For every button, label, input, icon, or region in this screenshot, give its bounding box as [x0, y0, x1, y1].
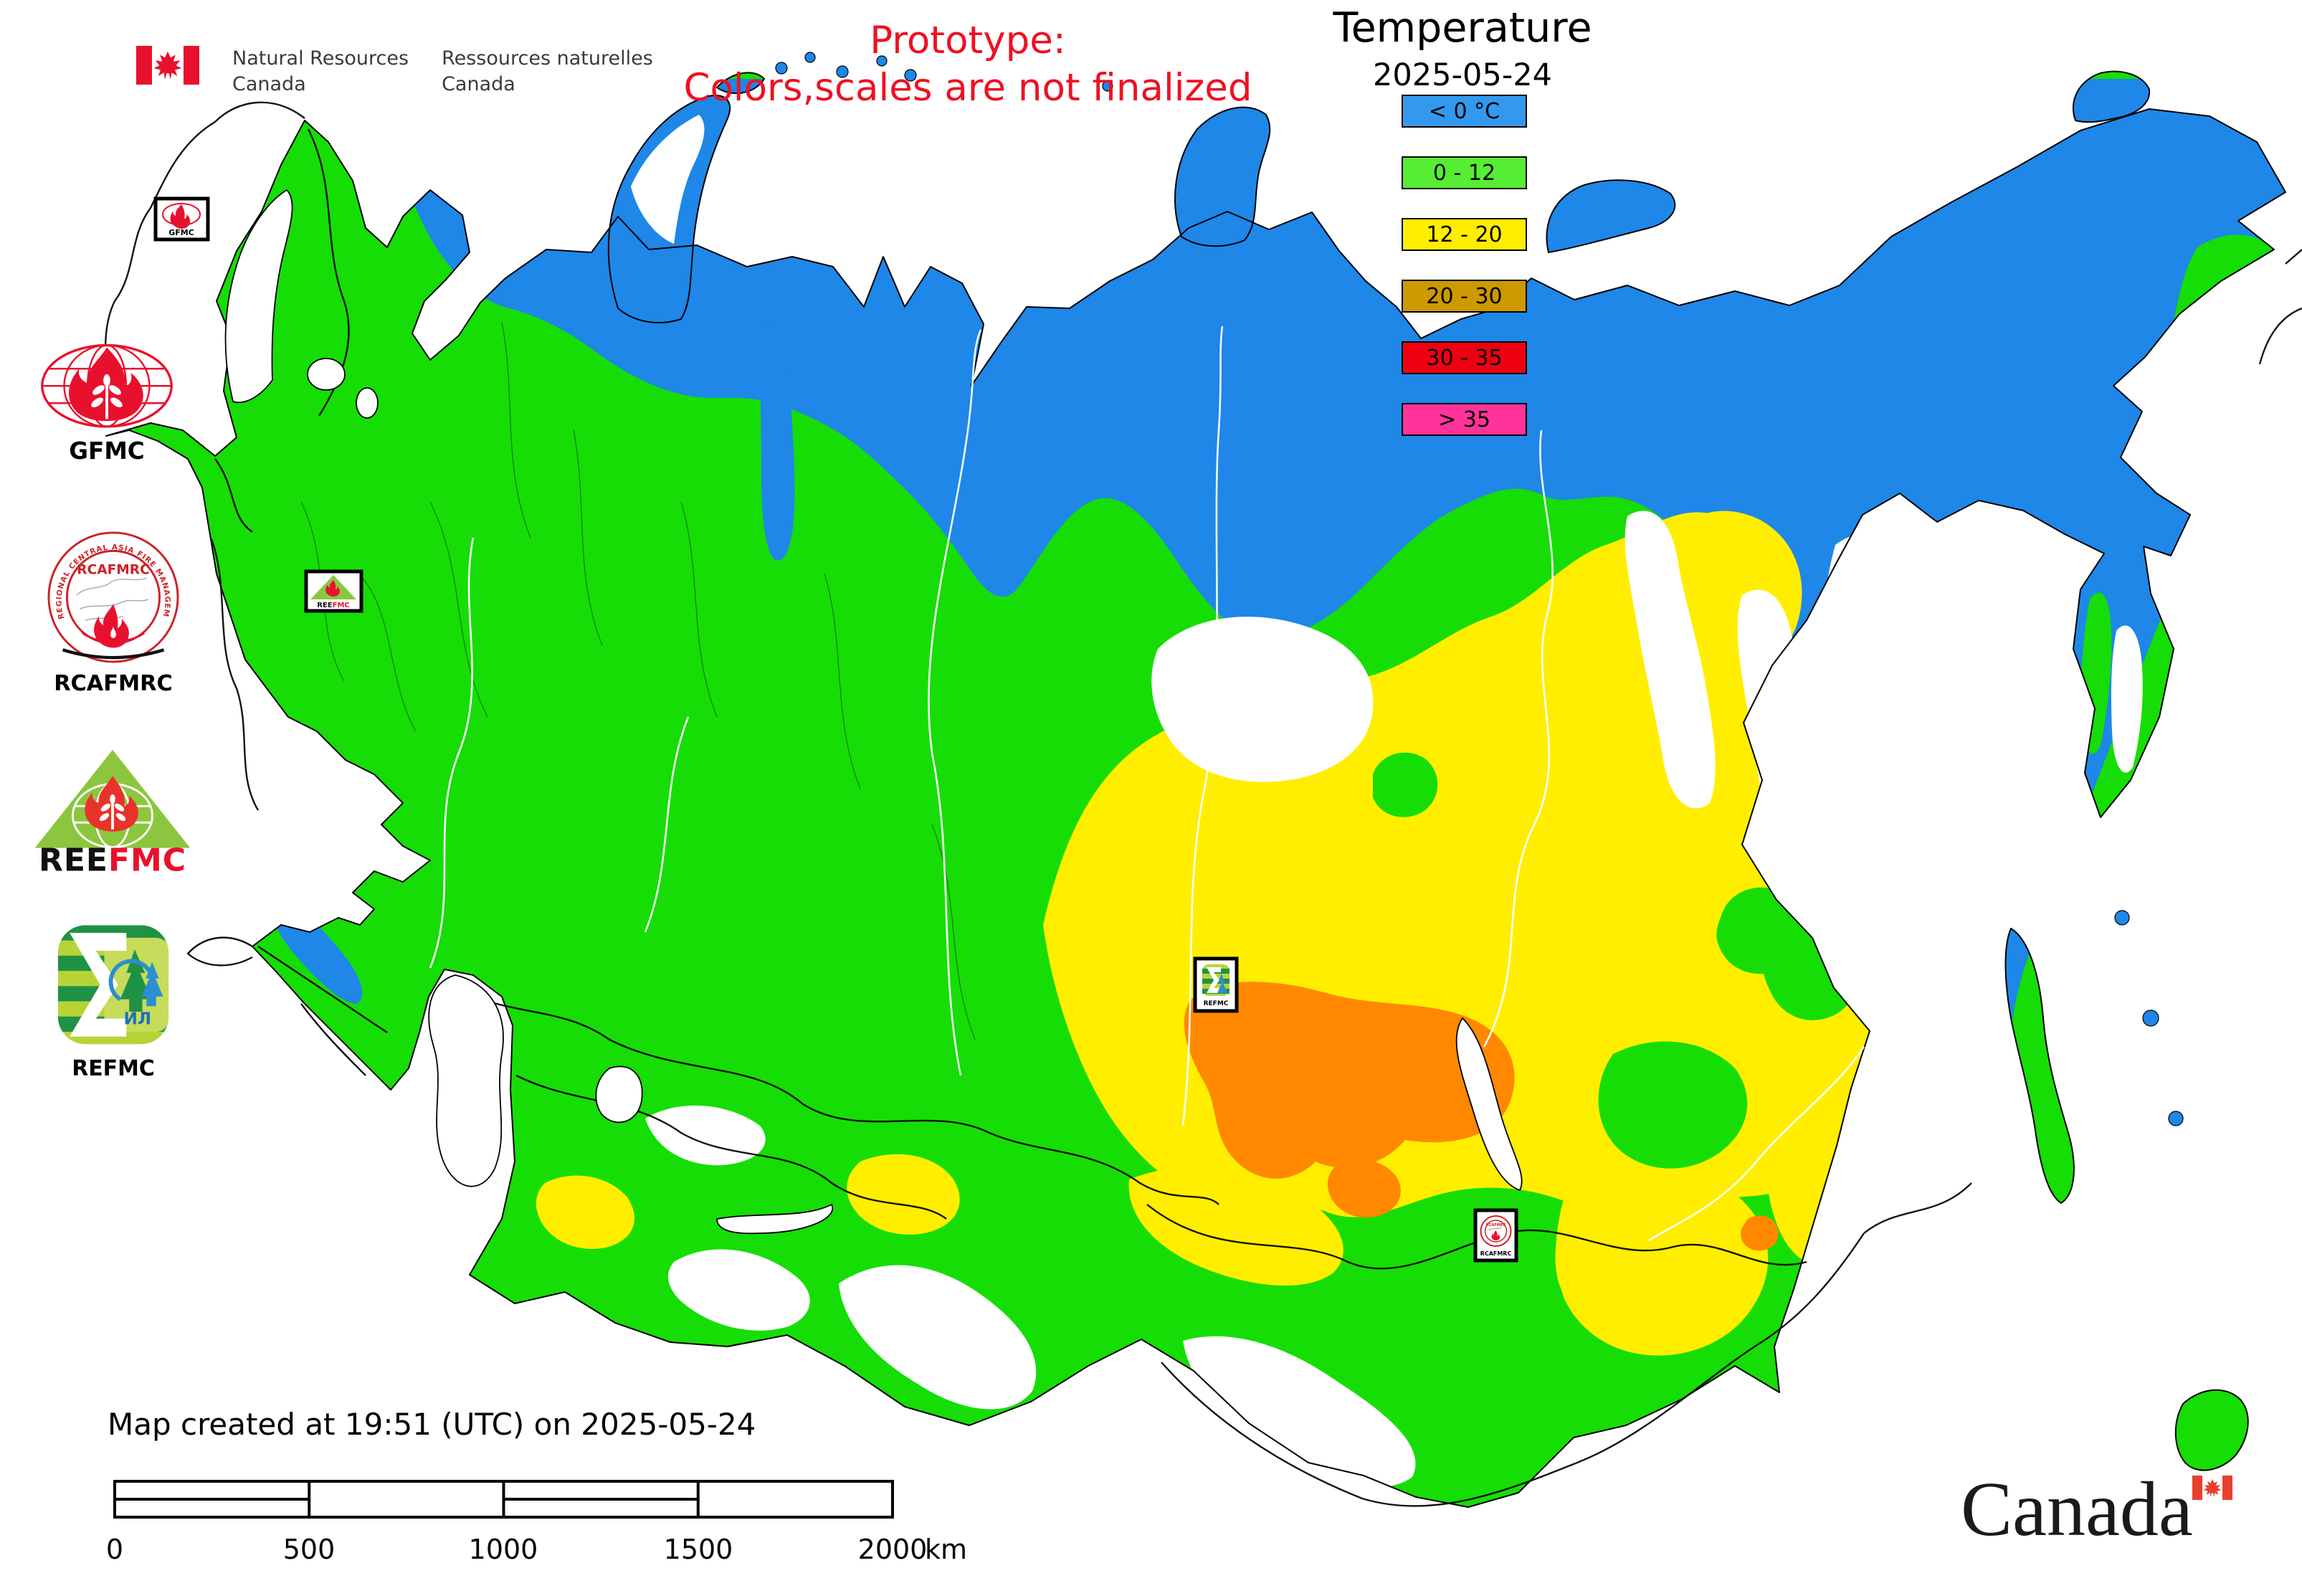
reefmc-label: REEFMC — [39, 842, 186, 875]
nrcan-en-line1: Natural Resources — [232, 47, 409, 70]
svg-text:RCAFMRC: RCAFMRC — [1486, 1223, 1506, 1227]
map-marker-refmc: REFMC — [1193, 956, 1239, 1013]
region-below-0 — [330, 79, 2286, 1237]
caspian-sea — [428, 974, 504, 1187]
rivers — [429, 326, 1865, 1242]
legend-title: Temperature — [1333, 4, 1592, 52]
green-kolyma — [1852, 759, 1995, 964]
svg-text:GFMC: GFMC — [168, 228, 194, 237]
flame-icon — [1491, 1230, 1500, 1240]
prototype-line1: Prototype: — [870, 19, 1066, 62]
refmc-label: REFMC — [72, 1056, 155, 1081]
yellow-amur-2 — [1909, 1025, 2007, 1153]
map-marker-gfmc: GFMC — [153, 196, 210, 242]
sigma-icon — [70, 933, 127, 1037]
svg-text:REEFMC: REEFMC — [317, 602, 350, 609]
rcafmrc-label: RCAFMRC — [54, 671, 173, 695]
lake-onega — [356, 387, 379, 419]
reefmc-logo: REEFMC — [34, 749, 191, 875]
map-created-text: Map created at 19:51 (UTC) on 2025-05-24 — [108, 1407, 756, 1442]
white-taymyr — [1151, 617, 1374, 782]
refmc-inner-text: ИЛ — [123, 1010, 151, 1028]
lake-ladoga — [307, 358, 346, 391]
white-tienshan — [667, 1249, 810, 1331]
nodata-outlines — [103, 101, 2302, 966]
temperature-legend: Temperature 2025-05-24 < 0 °C 0 - 12 12 … — [1283, 4, 1642, 436]
green-in-yellow-3 — [1373, 752, 1438, 817]
rcafmrc-center-text: RCAFMRC — [77, 563, 149, 578]
legend-swatch-20-30: 20 - 30 — [1402, 280, 1527, 313]
gfmc-logo: GFMC — [41, 343, 173, 465]
scale-unit: km — [925, 1534, 967, 1565]
nrcan-fr-line1: Ressources naturelles — [442, 47, 653, 70]
flame-icon — [325, 580, 341, 597]
gulf-of-bothnia — [224, 189, 293, 404]
scale-tick-1500: 1500 — [664, 1534, 733, 1565]
white-novaya — [631, 115, 705, 244]
map-marker-reefmc: REEFMC — [304, 569, 363, 613]
prototype-warning: Prototype: Colors,scales are not finaliz… — [631, 17, 1305, 112]
striped-badge-icon: ИЛ — [57, 925, 169, 1045]
gfmc-label: GFMC — [69, 437, 144, 465]
canada-flag-icon — [136, 46, 199, 85]
aral-sea — [595, 1065, 643, 1124]
scale-tick-1000: 1000 — [469, 1534, 538, 1565]
yellow-kazakh-1 — [536, 1175, 634, 1249]
lakes — [307, 358, 1523, 1235]
flame-icon — [170, 204, 191, 229]
arrow-ring-icon — [108, 959, 155, 1002]
green-mongolia-center — [1346, 1234, 1566, 1420]
legend-swatch-12-20: 12 - 20 — [1402, 218, 1527, 251]
legend-swatch-30-35: 30 - 35 — [1402, 341, 1527, 374]
white-altai — [839, 1265, 1037, 1410]
region-20-30 — [1184, 982, 1515, 1179]
nrcan-english: Natural Resources Canada — [232, 46, 409, 98]
rcafmrc-logo: REGIONAL CENTRAL ASIA FIRE MANAGEMENT RE… — [43, 531, 179, 695]
wheat-icon — [91, 374, 123, 419]
legend-swatch-below-0: < 0 °C — [1402, 95, 1527, 128]
canada-wordmark: Canada — [1961, 1471, 2291, 1564]
scale-tick-500: 500 — [283, 1534, 336, 1565]
canada-wordmark-text: Canada — [1961, 1467, 2193, 1552]
map-marker-rcafmrc: RCAFMRC RCAFMRC — [1473, 1208, 1518, 1263]
arctic-islands — [775, 52, 2184, 1126]
wheat-icon — [99, 794, 126, 830]
flame-icon — [94, 604, 129, 648]
legend-swatch-above-35: > 35 — [1402, 403, 1527, 436]
refmc-mini-logo — [1202, 964, 1230, 996]
green-in-yellow-1 — [1598, 1041, 1748, 1169]
flame-inner — [110, 626, 116, 638]
legend-items: < 0 °C 0 - 12 12 - 20 20 - 30 30 - 35 > … — [1402, 95, 1527, 465]
lake-balkhash — [716, 1203, 834, 1235]
ural-ridge — [760, 321, 795, 561]
canada-flag-icon — [2192, 1476, 2232, 1500]
legend-swatch-0-12: 0 - 12 — [1402, 156, 1527, 189]
yellow-mongolia-east — [1555, 1163, 1769, 1356]
nrcan-en-line2: Canada — [232, 73, 306, 95]
orange-spot-2 — [1327, 1159, 1401, 1218]
refmc-logo: ИЛ REFMC — [57, 925, 169, 1081]
white-kamchatka-ridge — [2111, 625, 2143, 773]
white-verkhoyansk-1 — [1625, 510, 1716, 809]
svg-text:RCAFMRC: RCAFMRC — [1480, 1250, 1512, 1257]
svg-text:REFMC: REFMC — [1204, 1000, 1229, 1007]
legend-date: 2025-05-24 — [1373, 57, 1552, 93]
nrcan-fr-line2: Canada — [442, 73, 515, 95]
yellow-kazakh-2 — [847, 1154, 960, 1235]
yellow-amur-1 — [1765, 1060, 1956, 1276]
scale-tick-0: 0 — [108, 1534, 123, 1565]
nrcan-signature: Natural Resources Canada Ressources natu… — [136, 46, 653, 98]
orange-spot-3 — [1741, 1215, 1779, 1251]
prototype-line2: Colors,scales are not finalized — [683, 66, 1252, 110]
scale-bar: 0 500 1000 1500 2000 km — [108, 1480, 967, 1565]
scale-tick-2000: 2000 — [858, 1534, 928, 1565]
white-verkhoyansk-2 — [1737, 589, 1824, 885]
lake-baikal — [1455, 1017, 1523, 1192]
white-gobi — [1183, 1336, 1416, 1488]
nrcan-french: Ressources naturelles Canada — [442, 46, 653, 98]
